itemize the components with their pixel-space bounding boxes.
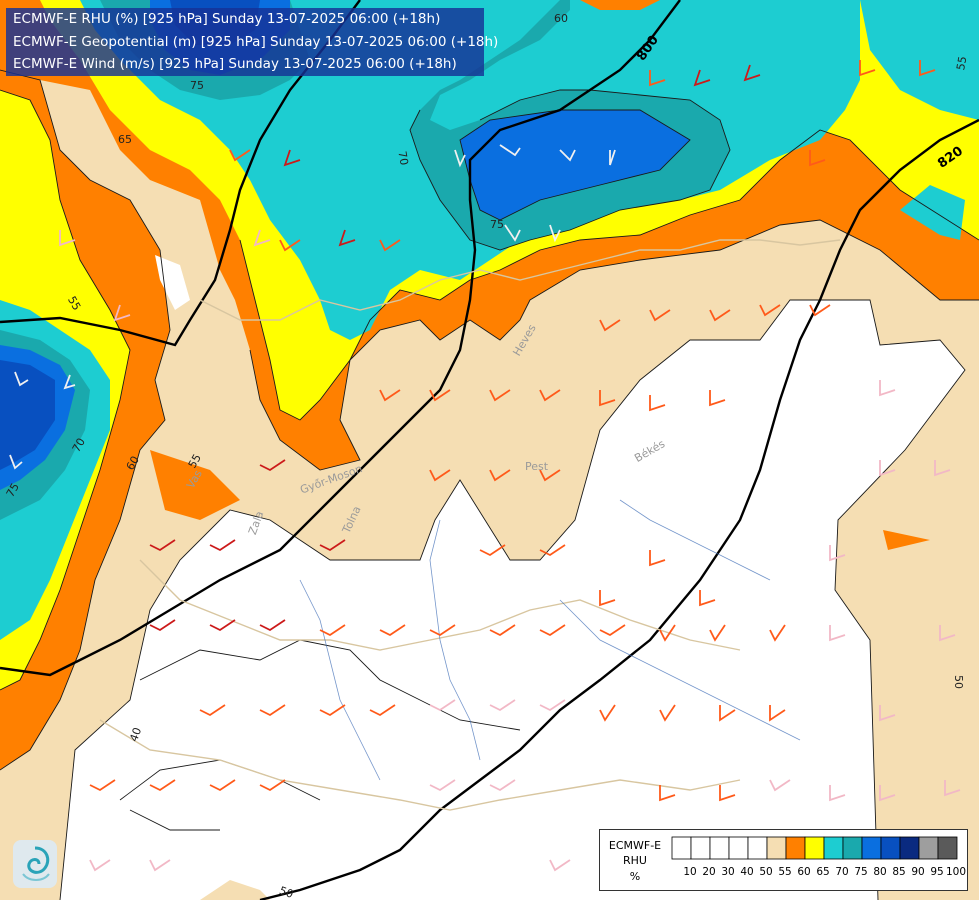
contour-label: 55: [954, 55, 969, 71]
legend-tick-label: 75: [854, 866, 867, 878]
legend-swatch: [899, 836, 920, 860]
rh-80-zone: [460, 110, 690, 220]
legend-tick-label: 30: [721, 866, 734, 878]
legend-swatch: [728, 836, 749, 860]
contour-label: 70: [70, 436, 88, 455]
legend-tick-label: 20: [702, 866, 715, 878]
rh-70-zone: [0, 0, 979, 640]
legend-swatch: [918, 836, 939, 860]
legend-title-variable: RHU: [623, 854, 647, 867]
legend-swatch: [842, 836, 863, 860]
river-lines: [299, 499, 801, 781]
legend-swatch: [709, 836, 730, 860]
legend-swatch: [747, 836, 768, 860]
wind-barbs: [9, 60, 961, 872]
rh-85-zone-west: [0, 360, 55, 470]
legend-swatch: [804, 836, 825, 860]
legend-tick-label: 95: [930, 866, 943, 878]
rh-65-patch-white-west: [155, 255, 190, 310]
legend-swatch: [823, 836, 844, 860]
rhu-legend: ECMWF-E RHU % 10 20 30 40 50 55 60 65 70 75 80 85 90…: [599, 829, 968, 891]
legend-colorbar: 10 20 30 40 50 55 60 65 70 75 80 85 90 95 100: [671, 836, 966, 878]
legend-swatch: [937, 836, 958, 860]
legend-tick-label: 85: [892, 866, 905, 878]
legend-tick-label: 65: [816, 866, 829, 878]
legend-tick-label: 55: [778, 866, 791, 878]
rh-70-patch-east: [900, 185, 965, 240]
legend-tick-label: 50: [759, 866, 772, 878]
contour-label-group: 60 65 70 75 75 55 70 60 55 75 40 50 55 5…: [4, 12, 970, 900]
contour-label: 70: [395, 150, 410, 166]
legend-tick-label: 100: [946, 866, 966, 878]
contour-label: 55: [186, 452, 204, 471]
region-label: Pest: [525, 460, 549, 473]
legend-tick-label: 90: [911, 866, 924, 878]
legend-swatch: [671, 836, 692, 860]
rh-60-patch-east: [883, 530, 930, 550]
legend-title-unit: %: [629, 870, 641, 883]
contour-label: 75: [490, 218, 504, 231]
rh-60-patch-lower: [150, 450, 240, 520]
legend-tick-label: 60: [797, 866, 810, 878]
legend-swatch: [880, 836, 901, 860]
contour-label: 40: [127, 726, 144, 744]
contour-label: 75: [190, 79, 204, 92]
swirl-logo-icon: [22, 846, 50, 881]
rh-contour-lines: [0, 69, 979, 900]
rh-55-patch-bottom: [200, 880, 270, 900]
title-box: ECMWF-E RHU (%) [925 hPa] Sunday 13-07-2…: [6, 8, 498, 76]
rh-60-top-cap: [580, 0, 660, 10]
legend-swatch: [766, 836, 787, 860]
contour-label: 60: [124, 454, 142, 473]
legend-swatch: [690, 836, 711, 860]
legend-tick-label: 80: [873, 866, 886, 878]
legend-tick-label: 40: [740, 866, 753, 878]
contour-label: 60: [554, 12, 568, 25]
legend-tick-label: 10: [683, 866, 696, 878]
title-geopotential: ECMWF-E Geopotential (m) [925 hPa] Sunda…: [13, 34, 499, 50]
contour-label: 75: [4, 481, 22, 500]
brand-logo: [13, 840, 57, 888]
title-rhu: ECMWF-E RHU (%) [925 hPa] Sunday 13-07-2…: [13, 11, 441, 27]
legend-swatch: [785, 836, 806, 860]
contour-label: 55: [65, 294, 83, 313]
contour-label: 65: [118, 133, 132, 146]
legend-title-model: ECMWF-E: [608, 839, 662, 852]
contour-label: 50: [952, 675, 965, 689]
legend-tick-label: 70: [835, 866, 848, 878]
contour-label: 50: [278, 884, 296, 900]
title-wind: ECMWF-E Wind (m/s) [925 hPa] Sunday 13-0…: [13, 56, 457, 72]
legend-swatch: [861, 836, 882, 860]
